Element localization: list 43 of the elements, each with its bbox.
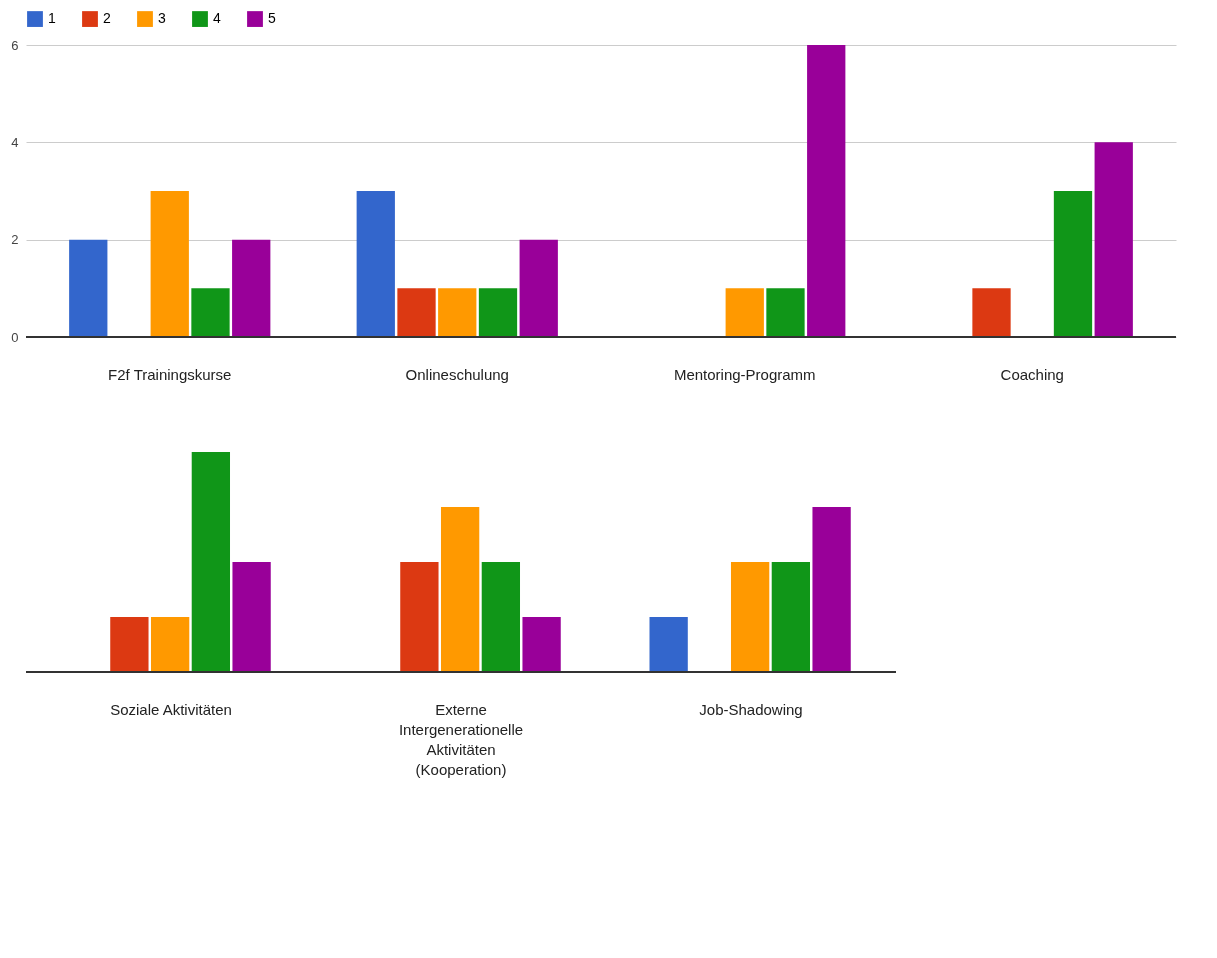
bar: [110, 617, 149, 672]
bar: [232, 562, 271, 672]
bar: [478, 288, 518, 337]
legend-label: 4: [213, 10, 221, 27]
bar: [438, 288, 477, 337]
legend-label: 5: [268, 10, 276, 27]
bar: [812, 507, 851, 672]
bar: [725, 288, 764, 337]
y-tick-label: 6: [11, 37, 19, 53]
bar: [730, 562, 770, 672]
y-tick-label: 4: [11, 134, 19, 150]
bar: [232, 239, 271, 337]
bar: [771, 562, 811, 672]
legend-label: 2: [103, 10, 111, 27]
bar: [519, 239, 558, 337]
bar: [1094, 142, 1133, 337]
x-tick-label: F2f Trainingskurse: [108, 365, 232, 383]
x-tick-label: Coaching: [1000, 365, 1064, 383]
bar: [400, 562, 439, 672]
bar: [972, 288, 1011, 337]
bar: [481, 562, 521, 672]
y-tick-label: 2: [11, 232, 19, 248]
x-tick-label: Soziale Aktivitäten: [110, 700, 232, 718]
x-tick-label: Externe Intergenerationelle Aktivitäten (Kooperation): [398, 700, 524, 778]
bar: [1053, 191, 1093, 337]
bar: [649, 617, 688, 672]
bar: [807, 45, 846, 337]
bar: [397, 288, 436, 337]
bar: [191, 288, 230, 337]
bar: [766, 288, 805, 337]
x-tick-label: Mentoring-Programm: [673, 365, 816, 383]
y-tick-label: 0: [11, 329, 19, 345]
bar: [522, 617, 561, 672]
bar: [69, 239, 108, 337]
bar: [150, 191, 189, 337]
bar: [150, 617, 190, 672]
bar: [440, 507, 480, 672]
bar: [356, 191, 395, 337]
legend-label: 1: [48, 10, 56, 27]
bar: [191, 452, 231, 672]
x-tick-label: Onlineschulung: [405, 365, 509, 383]
legend-label: 3: [158, 10, 166, 27]
x-tick-label: Job-Shadowing: [699, 700, 803, 718]
